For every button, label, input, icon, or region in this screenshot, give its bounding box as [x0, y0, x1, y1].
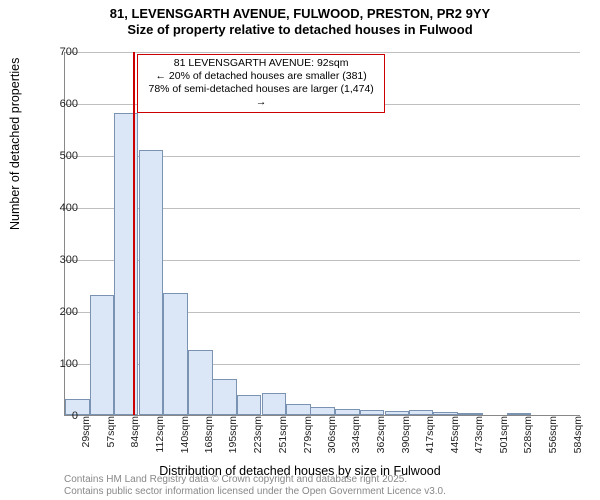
title-line-1: 81, LEVENSGARTH AVENUE, FULWOOD, PRESTON…	[0, 6, 600, 22]
x-tick-label: 334sqm	[350, 416, 355, 453]
x-tick-label: 390sqm	[400, 416, 405, 453]
x-tick-label: 223sqm	[252, 416, 257, 453]
chart-plot-area: 29sqm57sqm84sqm112sqm140sqm168sqm195sqm2…	[64, 52, 580, 416]
histogram-bar	[188, 350, 213, 415]
y-tick-label: 600	[38, 98, 78, 110]
y-tick-label: 300	[38, 254, 78, 266]
y-axis-label: Number of detached properties	[8, 58, 22, 230]
x-tick-label: 279sqm	[302, 416, 307, 453]
y-tick-label: 100	[38, 358, 78, 370]
x-tick-label: 445sqm	[449, 416, 454, 453]
histogram-bar	[139, 150, 164, 415]
histogram-bar	[385, 411, 410, 415]
histogram-bar	[212, 379, 237, 415]
y-tick-label: 400	[38, 202, 78, 214]
x-tick-label: 57sqm	[105, 416, 110, 448]
histogram-bar	[458, 413, 483, 415]
histogram-bar	[163, 293, 188, 415]
histogram-bar	[310, 407, 335, 415]
x-tick-label: 84sqm	[129, 416, 134, 448]
title-line-2: Size of property relative to detached ho…	[0, 22, 600, 38]
x-tick-label: 112sqm	[154, 416, 159, 453]
x-tick-label: 417sqm	[424, 416, 429, 453]
y-tick-label: 200	[38, 306, 78, 318]
annotation-box: 81 LEVENSGARTH AVENUE: 92sqm← 20% of det…	[137, 54, 385, 113]
x-tick-label: 168sqm	[203, 416, 208, 453]
histogram-bar	[237, 395, 262, 415]
x-tick-label: 195sqm	[227, 416, 232, 453]
histogram-bar	[360, 410, 385, 415]
annotation-line: 81 LEVENSGARTH AVENUE: 92sqm	[144, 57, 378, 70]
histogram-bar	[286, 404, 311, 415]
histogram-bar	[507, 413, 532, 415]
x-tick-label: 528sqm	[522, 416, 527, 453]
histogram-bar	[262, 393, 287, 415]
x-tick-label: 306sqm	[326, 416, 331, 453]
y-tick-label: 0	[38, 410, 78, 422]
y-tick-label: 500	[38, 150, 78, 162]
x-tick-label: 251sqm	[277, 416, 282, 453]
x-tick-label: 584sqm	[572, 416, 577, 453]
gridline	[65, 52, 580, 53]
x-tick-label: 362sqm	[375, 416, 380, 453]
histogram-bar	[433, 412, 458, 415]
annotation-line: 78% of semi-detached houses are larger (…	[144, 83, 378, 109]
x-tick-label: 29sqm	[80, 416, 85, 448]
footer-line-1: Contains HM Land Registry data © Crown c…	[64, 474, 446, 486]
x-tick-label: 140sqm	[179, 416, 184, 453]
annotation-line: ← 20% of detached houses are smaller (38…	[144, 70, 378, 83]
property-marker-line	[133, 52, 135, 415]
histogram-bar	[335, 409, 360, 415]
footer-line-2: Contains public sector information licen…	[64, 486, 446, 498]
chart-title: 81, LEVENSGARTH AVENUE, FULWOOD, PRESTON…	[0, 0, 600, 39]
footer-attribution: Contains HM Land Registry data © Crown c…	[64, 474, 446, 498]
x-tick-label: 501sqm	[498, 416, 503, 453]
histogram-bar	[409, 410, 434, 415]
histogram-bar	[90, 295, 115, 415]
x-tick-label: 556sqm	[547, 416, 552, 453]
y-tick-label: 700	[38, 46, 78, 58]
x-tick-label: 473sqm	[473, 416, 478, 453]
